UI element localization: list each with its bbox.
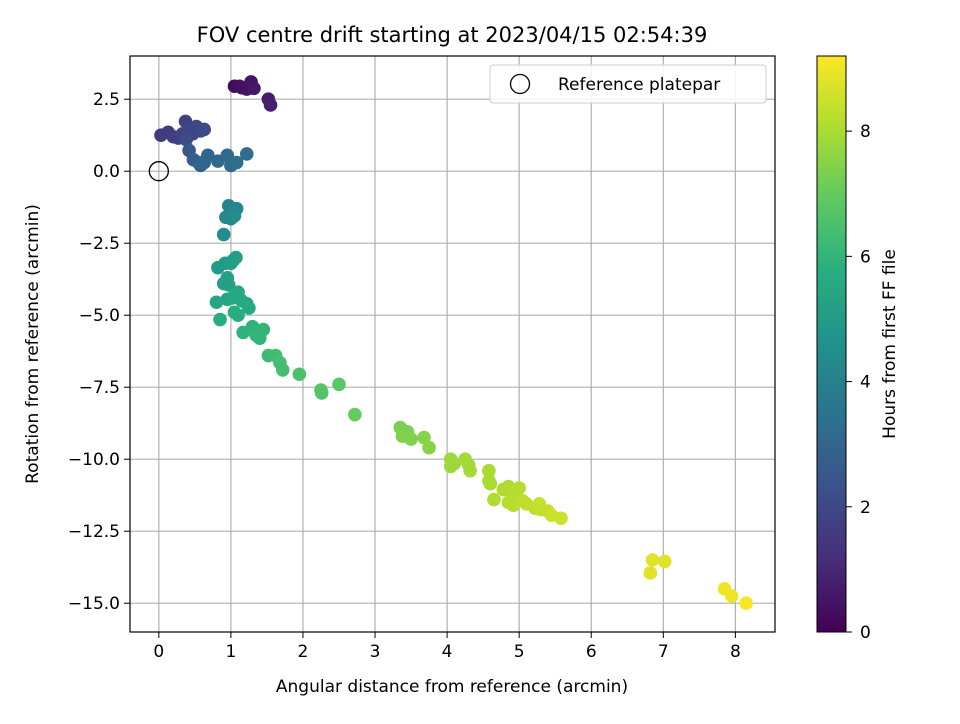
data-point xyxy=(256,322,271,337)
x-tick-label: 7 xyxy=(658,642,669,662)
x-tick-label: 0 xyxy=(153,642,164,662)
x-axis-label: Angular distance from reference (arcmin) xyxy=(276,677,628,697)
x-tick-label: 2 xyxy=(298,642,309,662)
data-point xyxy=(739,596,753,610)
x-tick-label: 5 xyxy=(514,642,525,662)
legend-box xyxy=(489,64,767,104)
legend-label-reference: Reference platepar xyxy=(558,75,720,95)
data-point xyxy=(239,147,254,161)
data-point xyxy=(232,79,247,94)
legend-marker-reference xyxy=(509,73,531,95)
y-tick-label: −15.0 xyxy=(68,594,120,614)
data-point xyxy=(242,301,256,315)
plot-frame xyxy=(129,55,776,633)
data-point xyxy=(404,432,418,446)
colorbar-tick-label: 6 xyxy=(860,247,871,267)
colorbar-tick-label: 8 xyxy=(860,122,871,142)
chart-title: FOV centre drift starting at 2023/04/15 … xyxy=(197,23,708,47)
data-point xyxy=(332,377,346,392)
data-point xyxy=(422,440,436,455)
y-tick-label: −2.5 xyxy=(79,234,120,254)
colorbar xyxy=(816,55,847,633)
data-point xyxy=(292,367,307,382)
data-point xyxy=(643,566,658,580)
data-point xyxy=(247,81,261,96)
grid-layer xyxy=(130,56,775,632)
y-tick-label: −10.0 xyxy=(68,450,120,470)
x-axis-ticks: 0 1 2 3 4 5 6 7 8 xyxy=(153,632,741,662)
colorbar-tick-label: 0 xyxy=(860,623,871,643)
x-tick-label: 6 xyxy=(586,642,597,662)
data-point xyxy=(221,278,236,292)
x-tick-label: 8 xyxy=(730,642,741,662)
data-point xyxy=(263,98,278,112)
data-point xyxy=(645,553,660,567)
reference-marker xyxy=(148,161,169,182)
x-tick-label: 3 xyxy=(370,642,381,662)
data-point xyxy=(657,554,672,569)
data-point xyxy=(554,511,568,526)
x-tick-label: 1 xyxy=(225,642,236,662)
y-tick-label: −12.5 xyxy=(68,522,120,542)
data-point xyxy=(227,209,242,223)
data-point xyxy=(483,476,498,491)
data-point xyxy=(487,492,501,507)
data-point xyxy=(226,253,240,268)
x-tick-label: 4 xyxy=(442,642,453,662)
y-tick-label: −5.0 xyxy=(79,306,120,326)
colorbar-tick-label: 4 xyxy=(860,373,871,393)
colorbar-tick-label: 2 xyxy=(860,498,871,518)
data-point xyxy=(417,430,431,445)
data-point xyxy=(209,295,224,310)
data-point xyxy=(216,227,231,242)
data-point xyxy=(482,463,496,478)
data-point xyxy=(201,148,215,163)
data-point xyxy=(443,459,458,474)
data-point xyxy=(229,155,244,170)
data-point xyxy=(724,589,739,603)
colorbar-ticks: 0 2 4 6 8 xyxy=(846,122,871,643)
y-tick-label: 0.0 xyxy=(93,162,120,182)
data-point xyxy=(231,308,245,323)
data-point xyxy=(197,122,212,137)
scatter-points xyxy=(154,75,753,610)
data-point xyxy=(314,386,329,400)
y-tick-label: −7.5 xyxy=(79,378,120,398)
data-point xyxy=(213,312,227,327)
data-point xyxy=(348,407,362,422)
y-axis-ticks: 2.5 0.0 −2.5 −5.0 −7.5 −10.0 −12.5 −15.0 xyxy=(68,90,130,614)
data-point xyxy=(179,132,194,147)
legend: Reference platepar xyxy=(489,64,767,104)
data-point xyxy=(463,463,477,478)
colorbar-label: Hours from first FF file xyxy=(880,249,900,439)
data-point xyxy=(275,363,290,377)
data-point xyxy=(512,481,526,495)
y-axis-label: Rotation from reference (arcmin) xyxy=(23,204,43,484)
y-tick-label: 2.5 xyxy=(93,90,120,110)
